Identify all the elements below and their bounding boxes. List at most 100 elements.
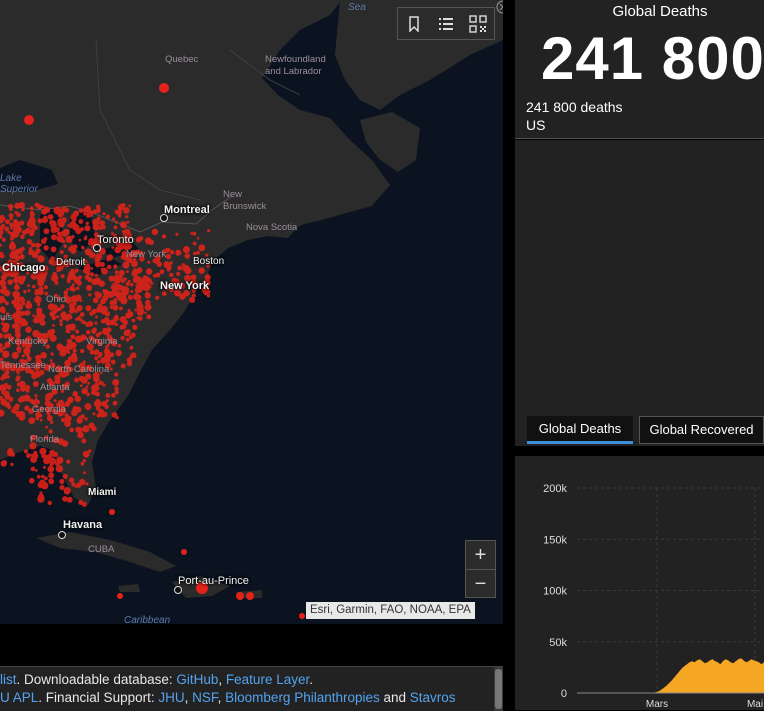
case-dot — [84, 205, 91, 213]
link-github[interactable]: GitHub — [176, 672, 219, 687]
case-dot — [175, 232, 179, 236]
case-dot — [23, 347, 31, 355]
case-dot — [136, 294, 142, 300]
case-dot — [166, 267, 171, 272]
global-deaths-total: 241 800 — [541, 25, 764, 92]
case-dot — [68, 315, 73, 320]
case-dot — [184, 274, 191, 282]
case-dot — [15, 367, 21, 373]
legend-list-button[interactable] — [434, 12, 458, 36]
link-jhu-apl[interactable]: U APL — [0, 690, 39, 705]
zoom-out-button[interactable]: − — [474, 572, 487, 595]
case-dot — [79, 478, 86, 486]
bookmark-button[interactable] — [402, 12, 426, 36]
case-dot — [84, 403, 92, 410]
case-dot — [52, 324, 55, 327]
case-dot — [84, 225, 91, 232]
case-dot — [50, 352, 54, 356]
case-dot — [62, 473, 68, 479]
label-miami: Miami — [88, 487, 117, 498]
case-dot — [19, 254, 25, 260]
footer-text: . — [309, 672, 313, 687]
case-dot — [74, 377, 79, 383]
case-dot — [177, 265, 183, 271]
case-dot — [64, 490, 68, 494]
case-dot — [10, 226, 14, 230]
case-dot — [83, 212, 87, 216]
case-dot — [0, 229, 4, 235]
case-dot — [106, 264, 112, 270]
basemap-gallery-button[interactable] — [466, 12, 490, 36]
case-dot — [120, 243, 124, 247]
case-dot — [121, 279, 125, 284]
link-nsf[interactable]: NSF — [192, 690, 218, 705]
case-dot — [22, 318, 26, 322]
case-dot — [43, 454, 51, 461]
link-bloomberg[interactable]: Bloomberg Philanthropies — [225, 690, 380, 705]
link-stavros[interactable]: Stavros — [409, 690, 456, 705]
case-dot — [44, 291, 49, 296]
case-dot — [49, 359, 53, 362]
case-dot — [16, 375, 21, 380]
case-dot — [39, 406, 44, 411]
case-dot — [117, 344, 122, 348]
case-dot — [21, 207, 25, 212]
case-dot — [50, 246, 57, 253]
link-list[interactable]: list — [0, 672, 17, 687]
case-dot — [83, 236, 88, 241]
case-dot — [114, 270, 119, 275]
case-dot — [114, 316, 119, 321]
case-dot — [75, 329, 80, 334]
case-dot — [36, 296, 42, 301]
case-dot — [2, 353, 8, 359]
case-dot — [166, 288, 169, 291]
case-dot — [96, 360, 101, 364]
case-dot — [109, 319, 116, 326]
case-dot — [105, 399, 109, 403]
case-dot — [29, 434, 36, 441]
case-dot — [105, 319, 112, 326]
case-dot — [130, 290, 134, 293]
case-dot — [78, 238, 82, 242]
case-dot — [37, 318, 41, 323]
zoom-in-button[interactable]: + — [466, 541, 495, 570]
tab-global-deaths[interactable]: Global Deaths — [527, 416, 633, 444]
case-dot — [71, 283, 75, 287]
label-boston: Boston — [193, 256, 225, 267]
case-dot — [15, 388, 20, 393]
case-dot — [75, 286, 80, 291]
case-dot — [162, 249, 167, 254]
case-dot — [9, 231, 15, 237]
bookmark-icon — [409, 15, 419, 32]
footer-scrollbar-thumb[interactable] — [495, 669, 502, 709]
footer-scrollbar[interactable] — [494, 667, 503, 711]
case-dot — [99, 261, 105, 268]
case-dot — [131, 270, 139, 277]
case-dot — [110, 359, 116, 365]
map-view[interactable]: Sea Quebec Newfoundland and Labrador Lak… — [0, 0, 504, 624]
case-dot — [51, 388, 58, 395]
case-dot — [17, 262, 24, 268]
case-dot — [57, 438, 65, 445]
link-jhu[interactable]: JHU — [158, 690, 185, 705]
case-dot — [68, 270, 76, 278]
case-dot — [82, 459, 86, 463]
case-dot — [40, 332, 48, 340]
column-gutter — [503, 0, 515, 710]
panel-gap — [515, 446, 764, 456]
case-dot — [27, 229, 31, 232]
case-dot — [62, 221, 65, 225]
case-dot — [110, 232, 114, 236]
case-dot — [3, 300, 7, 304]
case-dot — [80, 414, 85, 419]
tab-global-recovered[interactable]: Global Recovered — [639, 416, 764, 444]
case-dot — [88, 335, 94, 341]
case-dot — [0, 234, 3, 240]
case-dot — [41, 474, 45, 479]
case-dot — [121, 324, 127, 330]
y-tick-label: 200k — [543, 483, 567, 495]
case-dot — [132, 324, 138, 330]
case-dot — [192, 231, 197, 236]
link-feature-layer[interactable]: Feature Layer — [225, 672, 310, 687]
case-dot — [182, 246, 190, 254]
